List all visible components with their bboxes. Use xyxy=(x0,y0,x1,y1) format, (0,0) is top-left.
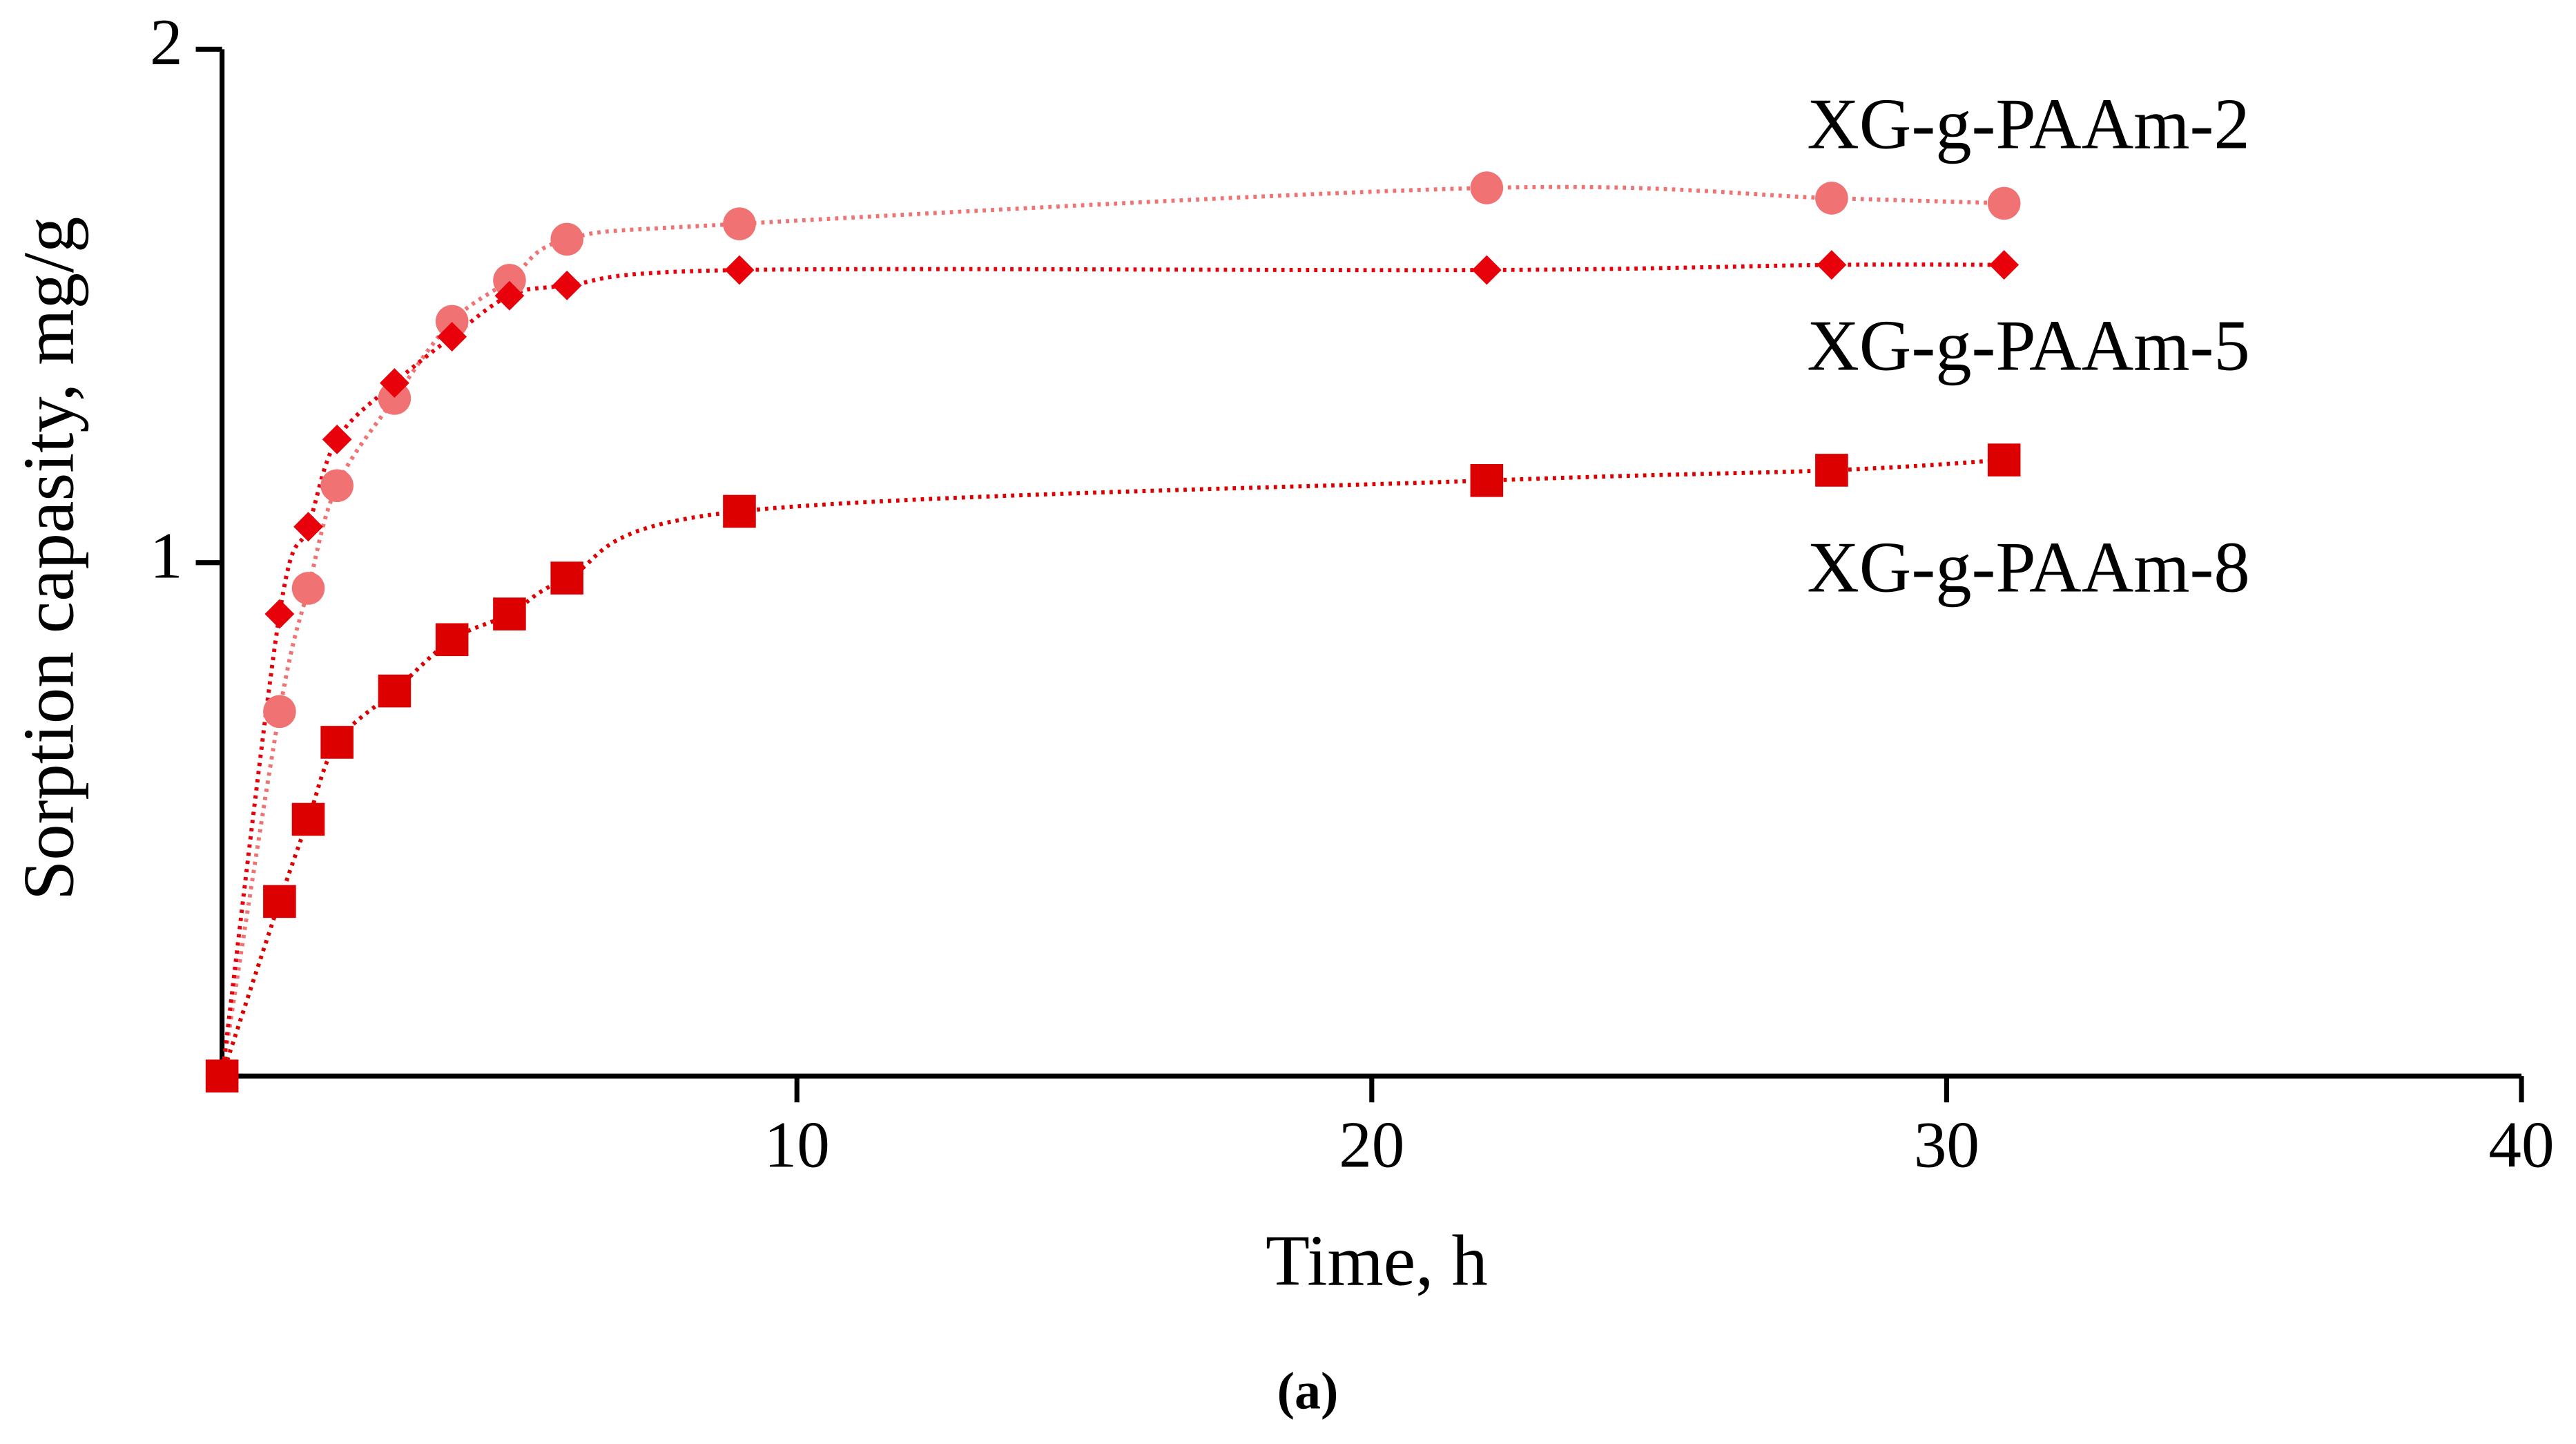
point xyxy=(723,494,756,528)
series-label: XG-g-PAAm-8 xyxy=(1807,528,2250,608)
point xyxy=(550,561,583,595)
y-axis-title: Sorption capasity, mg/g xyxy=(8,217,88,901)
x-tick-label: 10 xyxy=(764,1108,830,1181)
point xyxy=(1470,171,1504,204)
point xyxy=(1817,250,1847,280)
point xyxy=(1471,255,1502,285)
point xyxy=(1987,443,2021,476)
point xyxy=(1989,250,2020,280)
fit-curve xyxy=(220,458,2004,1077)
y-tick-label: 1 xyxy=(150,519,183,593)
point xyxy=(493,264,526,297)
point xyxy=(435,623,469,657)
x-tick-label: 20 xyxy=(1339,1108,1404,1181)
fit-curve xyxy=(220,262,2004,1077)
x-tick-label: 30 xyxy=(1914,1108,1979,1181)
caption: (a) xyxy=(1277,1362,1339,1420)
point xyxy=(1815,182,1848,215)
point xyxy=(723,207,756,240)
point xyxy=(320,726,354,759)
point xyxy=(205,1059,239,1092)
y-tick-label: 2 xyxy=(150,6,183,79)
fit-curve xyxy=(220,184,2004,1077)
x-tick-label: 40 xyxy=(2488,1108,2554,1181)
point xyxy=(1815,454,1848,487)
point xyxy=(1987,186,2021,220)
point xyxy=(291,572,325,605)
point xyxy=(293,512,323,542)
point xyxy=(320,469,354,503)
point xyxy=(378,674,411,708)
point xyxy=(550,222,583,256)
point xyxy=(552,270,582,300)
point xyxy=(291,802,325,836)
point xyxy=(263,695,296,729)
point xyxy=(263,885,296,918)
point xyxy=(1470,464,1504,497)
series-label: XG-g-PAAm-2 xyxy=(1807,84,2250,164)
x-axis-title: Time, h xyxy=(1266,1220,1488,1300)
point xyxy=(322,424,352,454)
point xyxy=(493,597,526,630)
point xyxy=(724,255,755,285)
series-label: XG-g-PAAm-5 xyxy=(1807,305,2250,385)
point xyxy=(378,382,411,415)
point xyxy=(264,599,295,629)
point xyxy=(435,305,469,338)
